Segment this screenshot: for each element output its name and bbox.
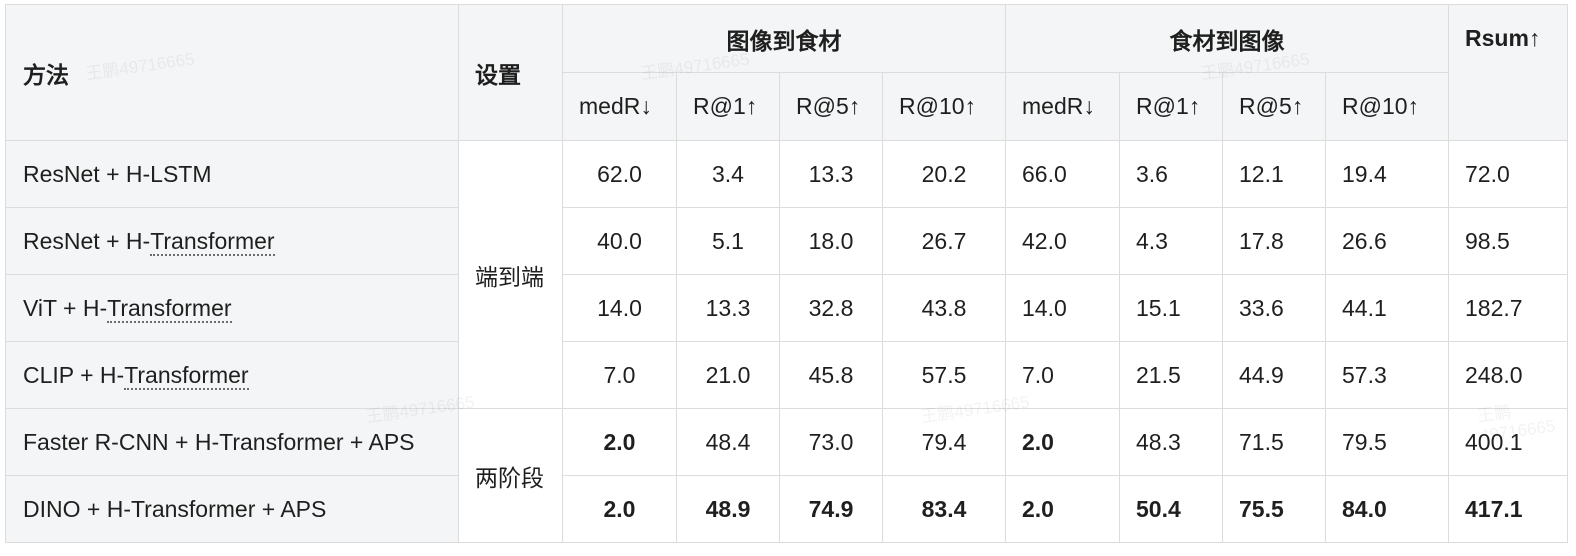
value-cell: 26.6 bbox=[1325, 207, 1449, 275]
rsum-cell: 182.7 bbox=[1448, 274, 1568, 342]
header-r5-2: R@5↑ bbox=[1222, 72, 1326, 141]
value-cell: 2.0 bbox=[562, 408, 677, 476]
method-cell: DINO + H-Transformer + APS bbox=[5, 475, 459, 543]
value-cell: 21.5 bbox=[1119, 341, 1223, 409]
header-rsum: Rsum↑ bbox=[1448, 4, 1568, 141]
value-cell: 3.6 bbox=[1119, 140, 1223, 208]
value-cell: 83.4 bbox=[882, 475, 1006, 543]
header-method: 方法 bbox=[5, 4, 459, 141]
setting-two-stage: 两阶段 bbox=[458, 408, 563, 543]
value-cell: 15.1 bbox=[1119, 274, 1223, 342]
setting-end-to-end: 端到端 bbox=[458, 140, 563, 409]
rsum-cell: 400.1 bbox=[1448, 408, 1568, 476]
value-cell: 32.8 bbox=[779, 274, 883, 342]
value-cell: 71.5 bbox=[1222, 408, 1326, 476]
value-cell: 19.4 bbox=[1325, 140, 1449, 208]
value-cell: 79.5 bbox=[1325, 408, 1449, 476]
results-table: 方法 设置 图像到食材 食材到图像 Rsum↑ medR↓ R@1↑ R@5↑ … bbox=[5, 4, 1568, 543]
value-cell: 20.2 bbox=[882, 140, 1006, 208]
value-cell: 33.6 bbox=[1222, 274, 1326, 342]
value-cell: 12.1 bbox=[1222, 140, 1326, 208]
transformer-term-link[interactable]: Transformer bbox=[150, 227, 275, 256]
value-cell: 18.0 bbox=[779, 207, 883, 275]
method-name: ViT + H- bbox=[23, 294, 108, 321]
value-cell: 57.3 bbox=[1325, 341, 1449, 409]
value-cell: 43.8 bbox=[882, 274, 1006, 342]
method-cell: ResNet + H-Transformer bbox=[5, 207, 459, 275]
value-cell: 48.3 bbox=[1119, 408, 1223, 476]
header-image-to-ingredient: 图像到食材 bbox=[562, 4, 1006, 73]
value-cell: 17.8 bbox=[1222, 207, 1326, 275]
value-cell: 42.0 bbox=[1005, 207, 1120, 275]
value-cell: 7.0 bbox=[562, 341, 677, 409]
value-cell: 2.0 bbox=[1005, 408, 1120, 476]
header-r1-2: R@1↑ bbox=[1119, 72, 1223, 141]
value-cell: 75.5 bbox=[1222, 475, 1326, 543]
value-cell: 50.4 bbox=[1119, 475, 1223, 543]
value-cell: 4.3 bbox=[1119, 207, 1223, 275]
value-cell: 21.0 bbox=[676, 341, 780, 409]
table-row: Faster R-CNN + H-Transformer + APS 两阶段 2… bbox=[5, 408, 1568, 543]
method-name: ResNet + H- bbox=[23, 227, 151, 254]
value-cell: 3.4 bbox=[676, 140, 780, 208]
header-r10-1: R@10↑ bbox=[882, 72, 1006, 141]
value-cell: 48.9 bbox=[676, 475, 780, 543]
value-cell: 26.7 bbox=[882, 207, 1006, 275]
rsum-cell: 417.1 bbox=[1448, 475, 1568, 543]
value-cell: 73.0 bbox=[779, 408, 883, 476]
value-cell: 2.0 bbox=[1005, 475, 1120, 543]
method-name: Faster R-CNN + H-Transformer + APS bbox=[23, 428, 415, 455]
value-cell: 45.8 bbox=[779, 341, 883, 409]
value-cell: 74.9 bbox=[779, 475, 883, 543]
value-cell: 7.0 bbox=[1005, 341, 1120, 409]
value-cell: 14.0 bbox=[1005, 274, 1120, 342]
value-cell: 13.3 bbox=[676, 274, 780, 342]
transformer-term-link[interactable]: Transformer bbox=[107, 294, 232, 323]
rsum-cell: 72.0 bbox=[1448, 140, 1568, 208]
value-cell: 66.0 bbox=[1005, 140, 1120, 208]
rsum-cell: 248.0 bbox=[1448, 341, 1568, 409]
value-cell: 57.5 bbox=[882, 341, 1006, 409]
method-name: DINO + H-Transformer + APS bbox=[23, 495, 327, 522]
value-cell: 48.4 bbox=[676, 408, 780, 476]
value-cell: 40.0 bbox=[562, 207, 677, 275]
value-cell: 2.0 bbox=[562, 475, 677, 543]
value-cell: 5.1 bbox=[676, 207, 780, 275]
header-r1-1: R@1↑ bbox=[676, 72, 780, 141]
header-medr-1: medR↓ bbox=[562, 72, 677, 141]
value-cell: 14.0 bbox=[562, 274, 677, 342]
header-r5-1: R@5↑ bbox=[779, 72, 883, 141]
value-cell: 79.4 bbox=[882, 408, 1006, 476]
method-cell: ResNet + H-LSTM bbox=[5, 140, 459, 208]
table-row: DINO + H-Transformer + APS 2.0 48.9 74.9… bbox=[5, 475, 1568, 543]
value-cell: 84.0 bbox=[1325, 475, 1449, 543]
transformer-term-link[interactable]: Transformer bbox=[124, 361, 249, 390]
table-row: ResNet + H-LSTM 端到端 62.0 3.4 13.3 20.2 6… bbox=[5, 140, 1568, 409]
method-name: ResNet + H-LSTM bbox=[23, 160, 212, 187]
table-row: ResNet + H-Transformer 40.0 5.1 18.0 26.… bbox=[5, 207, 1568, 275]
table-row: CLIP + H-Transformer 7.0 21.0 45.8 57.5 … bbox=[5, 341, 1568, 409]
value-cell: 62.0 bbox=[562, 140, 677, 208]
rsum-cell: 98.5 bbox=[1448, 207, 1568, 275]
method-cell: CLIP + H-Transformer bbox=[5, 341, 459, 409]
method-cell: Faster R-CNN + H-Transformer + APS bbox=[5, 408, 459, 476]
value-cell: 44.1 bbox=[1325, 274, 1449, 342]
header-ingredient-to-image: 食材到图像 bbox=[1005, 4, 1449, 73]
method-name: CLIP + H- bbox=[23, 361, 125, 388]
value-cell: 13.3 bbox=[779, 140, 883, 208]
value-cell: 44.9 bbox=[1222, 341, 1326, 409]
header-medr-2: medR↓ bbox=[1005, 72, 1120, 141]
table-row: ViT + H-Transformer 14.0 13.3 32.8 43.8 … bbox=[5, 274, 1568, 342]
header-r10-2: R@10↑ bbox=[1325, 72, 1449, 141]
method-cell: ViT + H-Transformer bbox=[5, 274, 459, 342]
header-setting: 设置 bbox=[458, 4, 563, 141]
